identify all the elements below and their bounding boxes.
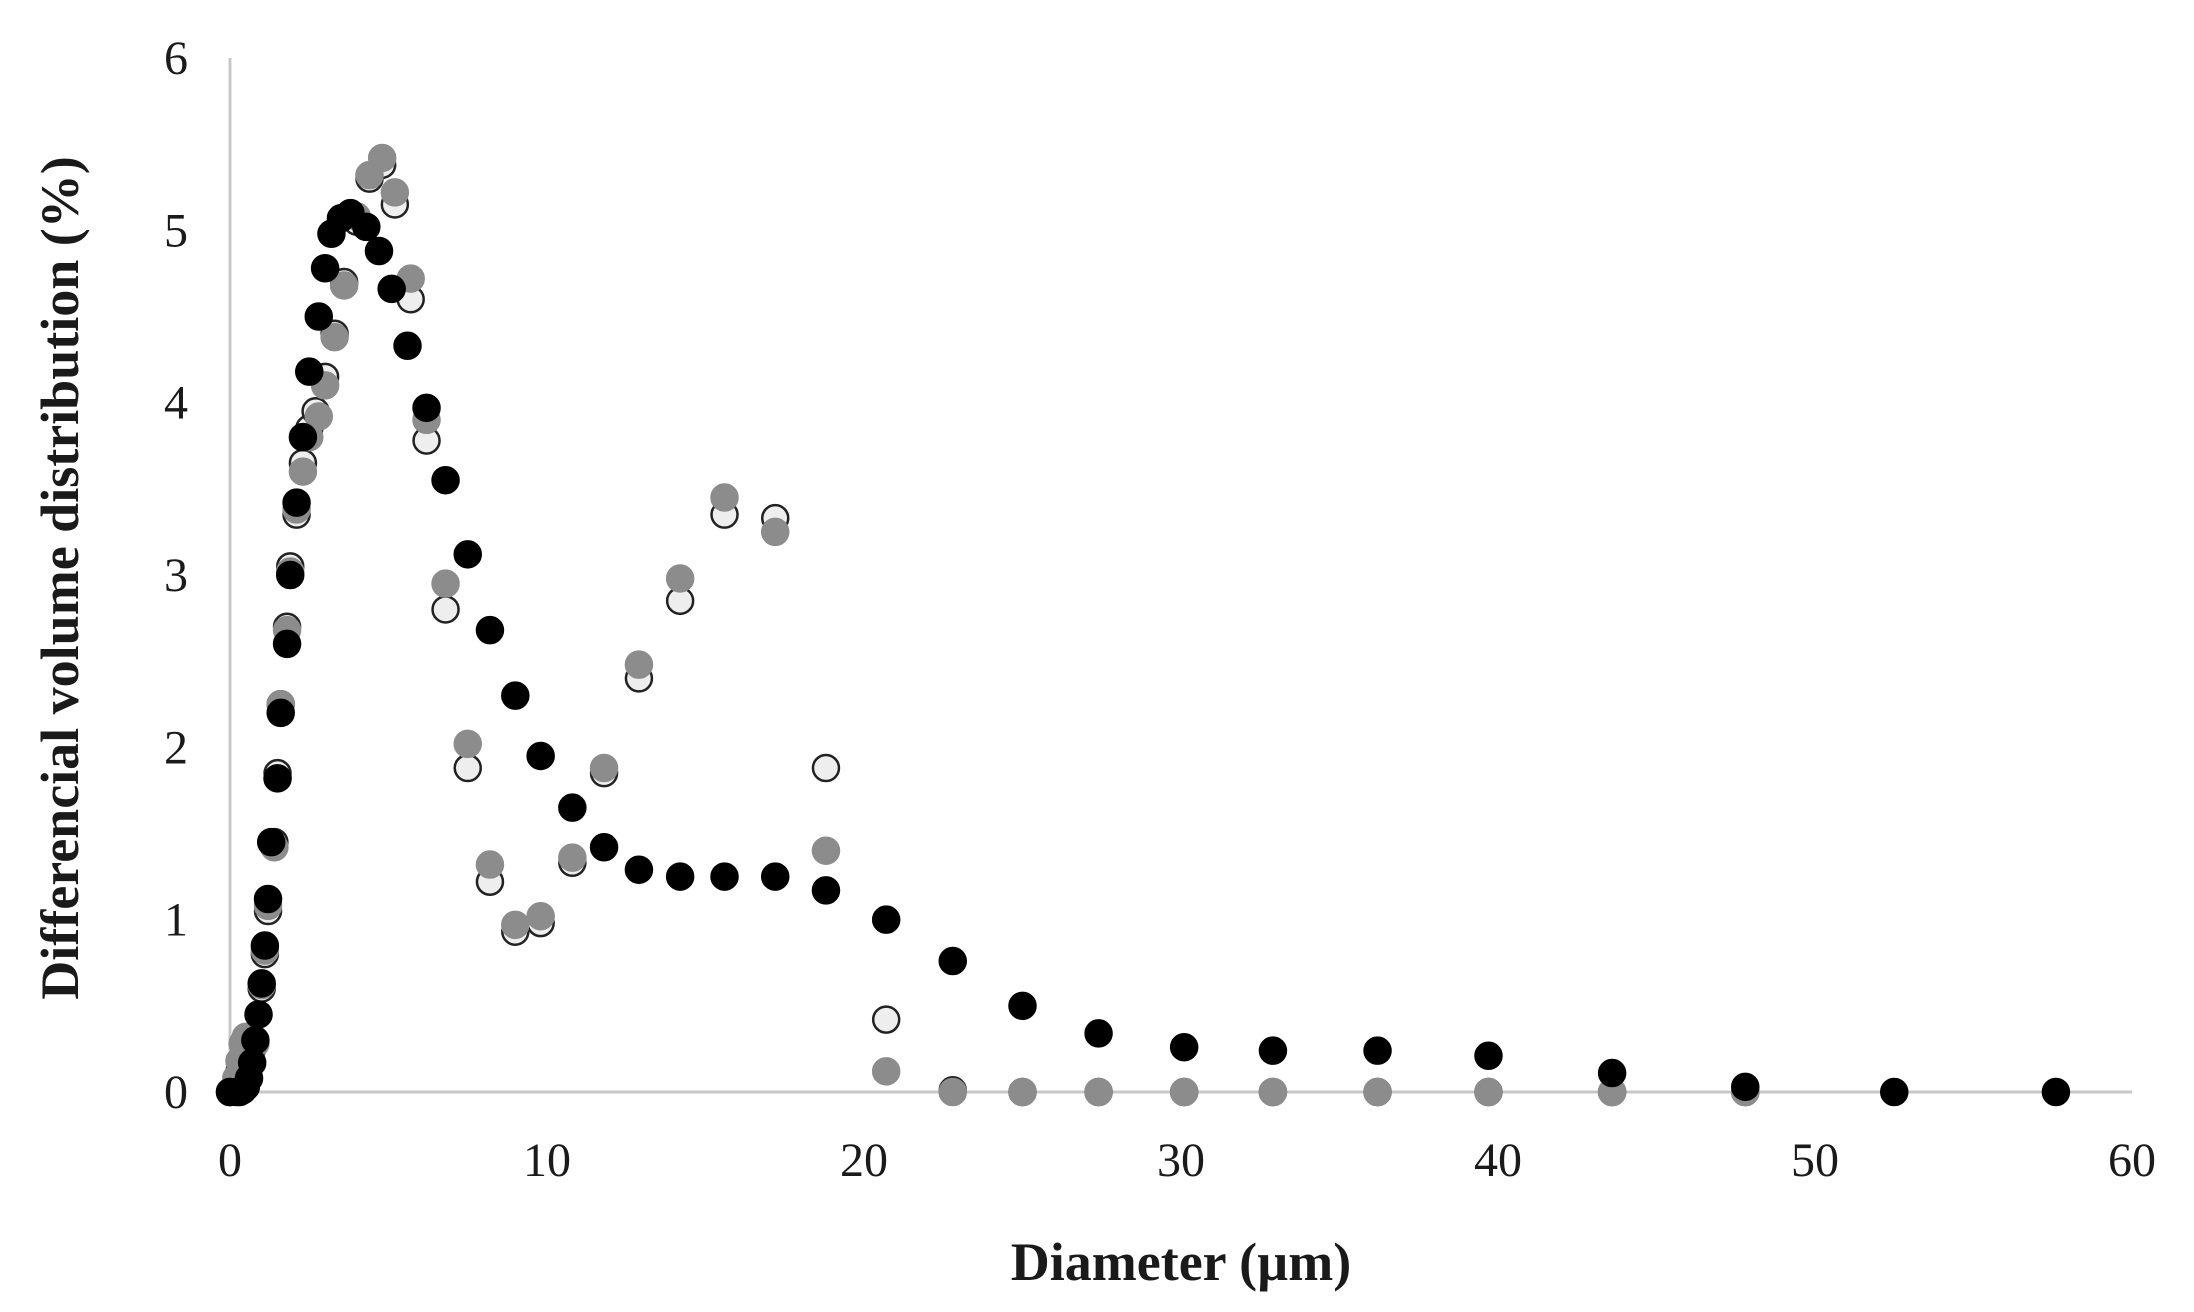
data-point <box>665 564 695 593</box>
data-point <box>871 905 901 934</box>
y-tick-label: 0 <box>164 1066 188 1119</box>
data-point <box>1474 1077 1503 1107</box>
data-point <box>589 753 619 783</box>
y-tick-labels: 0 1 2 3 4 5 6 <box>164 32 188 1119</box>
y-tick-label: 3 <box>164 549 188 602</box>
x-tick-label: 30 <box>1157 1134 1205 1187</box>
data-point <box>288 422 318 452</box>
data-point <box>475 615 505 645</box>
data-point <box>453 729 482 759</box>
data-point <box>526 901 555 931</box>
y-axis-title: Differencial volume distribution (%) <box>30 156 90 999</box>
data-point <box>310 253 340 283</box>
data-point <box>1008 1077 1037 1107</box>
series-2 <box>215 143 1760 1107</box>
data-point <box>320 322 349 352</box>
data-point <box>1731 1072 1760 1102</box>
data-point <box>871 1005 901 1034</box>
data-point <box>364 236 394 266</box>
data-point <box>244 1000 273 1029</box>
data-point <box>665 862 695 891</box>
data-point <box>624 855 654 884</box>
data-point <box>367 143 397 173</box>
data-point <box>380 178 410 207</box>
plot-area: 0 1 2 3 4 5 6 0 10 20 30 40 50 60 <box>164 32 2156 1187</box>
data-point <box>275 560 305 590</box>
series-1 <box>215 150 1760 1107</box>
data-point <box>1008 991 1037 1021</box>
data-point <box>256 827 286 857</box>
data-point <box>304 302 334 331</box>
data-point <box>624 650 654 679</box>
data-point <box>431 595 460 624</box>
data-point <box>377 274 406 304</box>
data-point <box>453 540 482 569</box>
data-point <box>247 969 276 998</box>
data-point <box>1258 1036 1288 1065</box>
data-point <box>1597 1058 1627 1088</box>
y-tick-label: 6 <box>164 32 188 85</box>
data-point <box>760 862 790 891</box>
data-point <box>526 741 555 771</box>
y-tick-label: 2 <box>164 721 188 774</box>
data-point <box>282 488 311 517</box>
data-point <box>811 836 841 865</box>
data-point <box>431 569 460 598</box>
data-point <box>811 876 841 905</box>
data-point <box>1363 1077 1392 1107</box>
data-point <box>710 483 739 512</box>
data-point <box>1169 1077 1199 1107</box>
data-point <box>710 862 739 891</box>
x-tick-label: 20 <box>840 1134 888 1187</box>
data-point <box>1363 1036 1392 1065</box>
y-tick-label: 1 <box>164 894 188 947</box>
data-point <box>760 517 790 547</box>
data-point <box>589 833 619 862</box>
y-tick-label: 4 <box>164 377 188 430</box>
data-point <box>241 1026 270 1055</box>
data-points <box>215 143 2071 1107</box>
data-point <box>288 457 318 486</box>
data-point <box>295 357 324 386</box>
y-tick-label: 5 <box>164 204 188 257</box>
x-tick-label: 60 <box>2108 1134 2156 1187</box>
data-point <box>1258 1077 1288 1107</box>
data-point <box>938 946 968 976</box>
data-point <box>412 393 441 423</box>
data-point <box>266 698 295 728</box>
data-point <box>1880 1077 1909 1107</box>
data-point <box>431 465 460 495</box>
data-point <box>253 884 283 914</box>
data-point <box>453 753 482 783</box>
x-tick-label: 40 <box>1474 1134 1522 1187</box>
data-point <box>475 850 505 879</box>
data-point <box>2041 1077 2071 1107</box>
data-point <box>250 931 280 960</box>
data-point <box>393 331 422 361</box>
data-point <box>871 1057 901 1086</box>
data-point <box>938 1077 968 1107</box>
data-point <box>811 753 841 783</box>
series-3 <box>215 198 2071 1107</box>
x-tick-labels: 0 10 20 30 40 50 60 <box>218 1134 2156 1187</box>
data-point <box>1084 1019 1113 1048</box>
data-point <box>304 402 334 431</box>
x-tick-label: 50 <box>1791 1134 1839 1187</box>
x-tick-label: 10 <box>523 1134 571 1187</box>
data-point <box>263 764 292 793</box>
data-point <box>1084 1077 1113 1107</box>
data-point <box>501 910 530 940</box>
data-point <box>558 793 587 822</box>
data-point <box>352 212 381 242</box>
data-point <box>1169 1032 1199 1062</box>
x-tick-label: 0 <box>218 1134 242 1187</box>
x-axis-title: Diameter (µm) <box>1011 1232 1351 1292</box>
data-point <box>329 271 359 300</box>
data-point <box>558 843 587 872</box>
data-point <box>272 629 302 659</box>
data-point <box>501 681 530 710</box>
data-point <box>1474 1041 1503 1071</box>
